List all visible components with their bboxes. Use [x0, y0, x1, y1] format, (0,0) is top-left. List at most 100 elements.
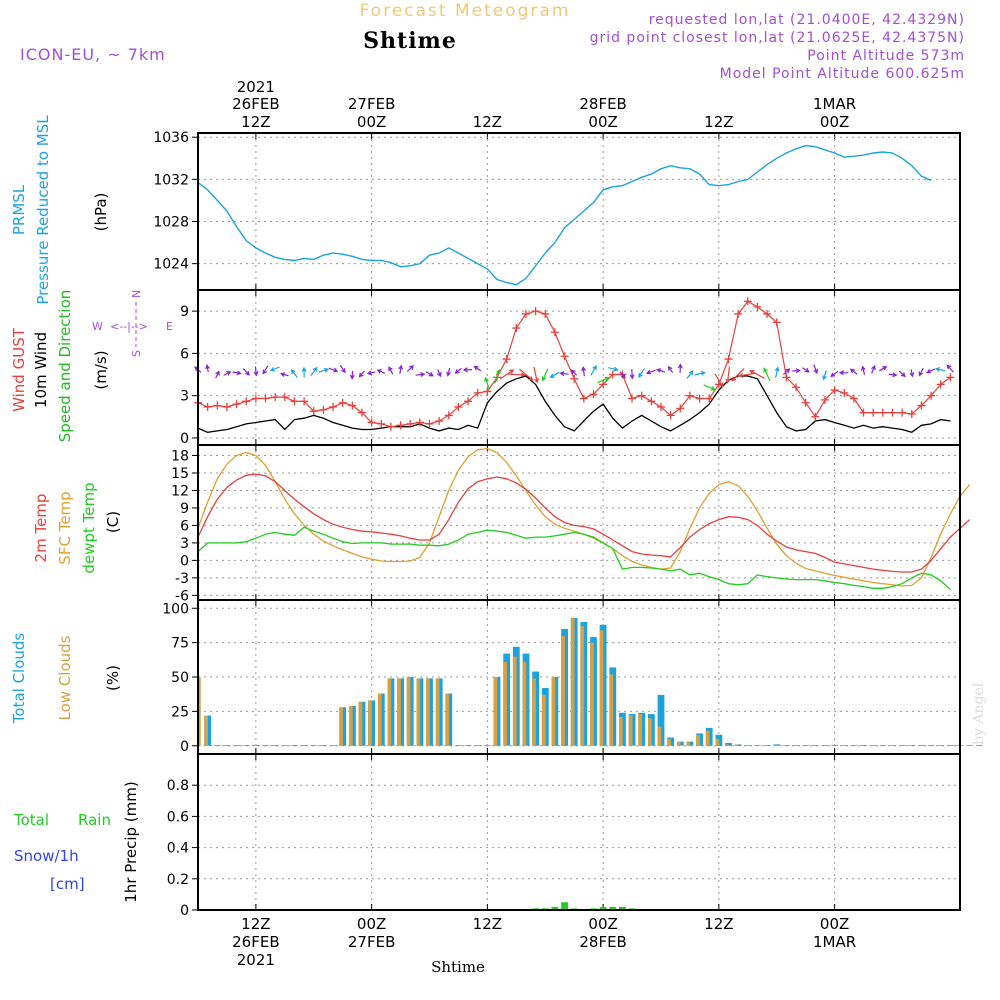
wind-direction-arrow [232, 370, 242, 376]
low-cloud-bar [821, 745, 826, 746]
gust-marker [898, 408, 907, 417]
gust-marker [203, 402, 212, 411]
wind-direction-arrow [731, 367, 745, 382]
total-cloud-bar [657, 694, 665, 746]
pressure-label: Pressure Reduced to MSL [34, 115, 52, 305]
wind-direction-arrow [792, 368, 801, 374]
low-cloud-bar [792, 745, 797, 746]
wind-direction-arrow [406, 365, 414, 372]
bottom-hour-label: 12Z [241, 915, 270, 933]
wind-direction-arrow [415, 372, 426, 377]
wind-direction-arrow [830, 370, 839, 378]
header-point-alt: Point Altitude 573m [807, 48, 965, 64]
total-rain-label: Rain [78, 811, 111, 829]
low-cloud-bar [204, 715, 208, 746]
header-location: Shtime [363, 28, 457, 54]
low-cloud-bar [377, 693, 382, 746]
gust-marker [849, 394, 858, 403]
wind-direction-arrow [581, 366, 587, 377]
gust-marker [290, 397, 299, 406]
snow-unit: [cm] [50, 875, 85, 893]
gust-marker [213, 401, 222, 410]
wind-direction-arrow [849, 368, 858, 375]
gust-marker [415, 418, 424, 427]
low-cloud-bar [975, 745, 980, 746]
gust-marker [550, 328, 559, 337]
gust-marker [570, 374, 579, 383]
gust-marker [599, 380, 608, 389]
gust-marker [280, 393, 289, 402]
wind-direction-arrow [358, 370, 365, 378]
rain-bar [609, 906, 617, 910]
compass-n: N [130, 290, 143, 298]
y-tick-label: 50 [171, 670, 189, 686]
low-cloud-bar [213, 745, 218, 746]
gust-marker [801, 398, 810, 407]
low-cloud-bar [648, 718, 652, 746]
low-cloud-bar [223, 745, 228, 746]
wind-direction-arrow [619, 371, 626, 379]
gust-marker [743, 297, 752, 306]
wind-direction-arrow [934, 367, 946, 372]
gust-marker [348, 401, 357, 410]
gust-marker [531, 307, 540, 316]
gust-marker [637, 391, 646, 400]
low-cloud-bar [300, 745, 305, 746]
gust-marker [705, 394, 714, 403]
compass-w: W [92, 320, 103, 333]
wind-direction-arrow [763, 367, 771, 381]
gust-marker [656, 402, 665, 411]
watermark: by Angel [971, 682, 987, 745]
wind-direction-arrow [860, 365, 866, 375]
wind-direction-arrow [570, 369, 578, 376]
gust-marker [946, 373, 955, 382]
bottom-hour-label: 00Z [357, 915, 386, 933]
y-tick-label: 1028 [153, 215, 189, 231]
low-cloud-bar [947, 745, 951, 746]
gust-marker [647, 397, 656, 406]
gust-marker [357, 408, 366, 417]
temp-unit: (C) [104, 511, 122, 533]
wind-direction-arrow [686, 370, 694, 379]
low-cloud-bar [561, 635, 565, 746]
gust-marker [242, 397, 251, 406]
panel-frame [197, 289, 961, 446]
gust-marker [473, 388, 482, 397]
bottom-date-label: 27FEB [348, 933, 395, 951]
wind-direction-arrow [597, 376, 610, 384]
gust-marker [329, 402, 338, 411]
gust-marker [772, 318, 781, 327]
low-cloud-bar [686, 741, 691, 746]
gust-marker [859, 408, 868, 417]
gust-marker [888, 408, 897, 417]
wind-direction-arrow [802, 367, 810, 373]
t2m-label: 2m Temp [32, 494, 50, 563]
header-requested: requested lon,lat (21.0400E, 42.4329N) [649, 12, 965, 28]
y-tick-label: 18 [171, 448, 189, 464]
wind-direction-arrow [645, 369, 656, 375]
top-hour-label: 12Z [473, 113, 502, 131]
low-cloud-bar [696, 734, 700, 746]
wind-direction-arrow [437, 369, 442, 378]
y-tick-label: 25 [171, 704, 189, 720]
low-cloud-bar [754, 745, 758, 746]
low-cloud-bar [271, 745, 276, 746]
bottom-date-label: 26FEB [232, 933, 279, 951]
gust-marker [666, 411, 675, 420]
gust-marker [917, 401, 926, 410]
low-cloud-bar [435, 678, 440, 746]
low-cloud-bar [744, 745, 749, 746]
gust-marker [386, 422, 395, 431]
gust-marker [589, 390, 598, 399]
low-cloud-bar [590, 642, 594, 746]
wind-direction-arrow [242, 368, 250, 376]
gust-marker [251, 394, 260, 403]
low-cloud-bar [811, 745, 816, 746]
low-cloud-bar [831, 745, 835, 746]
wind-direction-arrow [205, 364, 210, 373]
low-cloud-bar [715, 738, 720, 746]
gust-marker [628, 394, 637, 403]
gust-marker [869, 408, 878, 417]
y-tick-label: 3 [180, 389, 189, 405]
